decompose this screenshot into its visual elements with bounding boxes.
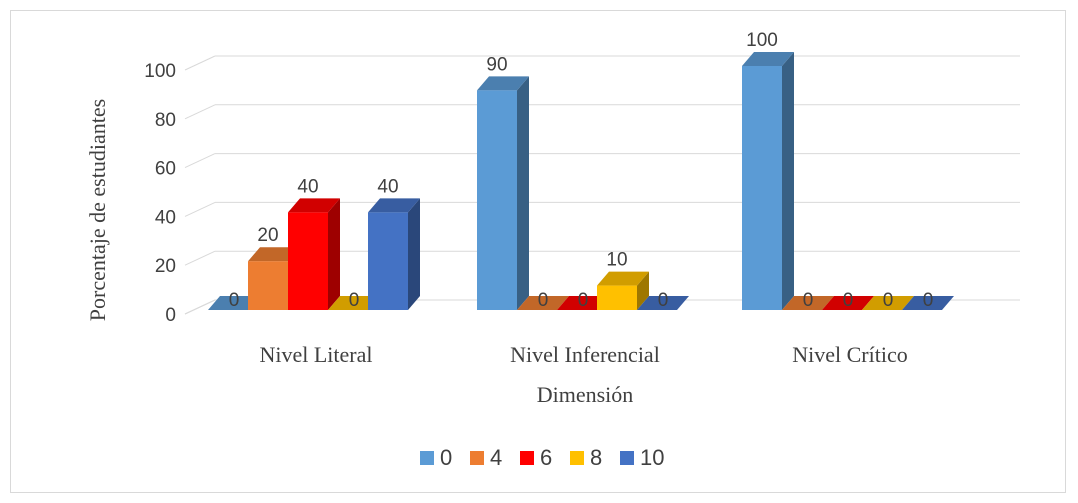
data-label: 40 — [377, 176, 398, 197]
bar-top — [208, 296, 260, 310]
bar-top — [288, 198, 340, 213]
legend-swatch — [470, 451, 484, 465]
bar-side — [782, 52, 794, 310]
bar — [368, 198, 420, 310]
bar — [517, 296, 569, 310]
y-tick-label: 0 — [165, 305, 176, 326]
gridline-diagonal — [184, 201, 216, 217]
bar — [208, 296, 260, 310]
bar-side — [328, 198, 340, 310]
legend-label: 10 — [640, 445, 664, 470]
bar-top — [557, 296, 609, 310]
data-label: 0 — [578, 290, 589, 311]
category-label: Nivel Inferencial — [510, 342, 660, 367]
bar-top — [742, 52, 794, 66]
bar-top — [328, 296, 380, 310]
bar-top — [597, 271, 649, 286]
gridline-diagonal — [184, 104, 216, 120]
gridline-diagonal — [184, 250, 216, 266]
bar-side — [408, 198, 420, 310]
bar — [637, 296, 689, 310]
bar-top — [902, 296, 954, 310]
legend-label: 8 — [590, 445, 602, 470]
data-label: 100 — [746, 30, 778, 51]
category-label: Nivel Crítico — [792, 342, 907, 367]
bar — [477, 76, 529, 311]
bar — [902, 296, 954, 310]
legend-swatch — [620, 451, 634, 465]
bar-front — [477, 90, 517, 311]
legend-swatch — [420, 451, 434, 465]
x-axis-title: Dimensión — [537, 382, 634, 407]
data-label: 90 — [486, 54, 507, 75]
data-label: 0 — [803, 290, 814, 311]
bar-top — [862, 296, 914, 310]
gridline-diagonal — [184, 55, 216, 71]
legend-swatch — [570, 451, 584, 465]
data-label: 0 — [229, 290, 240, 311]
bar — [328, 296, 380, 310]
legend-label: 4 — [490, 445, 502, 470]
y-axis-title: Porcentaje de estudiantes — [85, 99, 110, 321]
bar-side — [637, 271, 649, 310]
data-label: 10 — [606, 250, 627, 271]
bar-top — [477, 76, 529, 91]
y-tick-label: 60 — [155, 159, 176, 180]
bar-side — [517, 76, 529, 311]
legend-label: 6 — [540, 445, 552, 470]
bar-top — [822, 296, 874, 310]
bar-top — [517, 296, 569, 310]
bar-front — [742, 66, 782, 310]
bar-top — [637, 296, 689, 310]
data-label: 0 — [843, 290, 854, 311]
data-label: 0 — [658, 290, 669, 311]
y-tick-label: 100 — [144, 61, 176, 82]
y-tick-label: 20 — [155, 256, 176, 277]
data-label: 0 — [923, 290, 934, 311]
bar-top — [248, 247, 300, 262]
bar — [597, 271, 649, 310]
bar — [822, 296, 874, 310]
data-label: 0 — [538, 290, 549, 311]
bar-top — [368, 198, 420, 213]
category-label: Nivel Literal — [259, 342, 372, 367]
bar — [288, 198, 340, 310]
legend-swatch — [520, 451, 534, 465]
data-label: 40 — [297, 176, 318, 197]
bar-front — [288, 212, 328, 310]
gridline-diagonal — [184, 153, 216, 169]
bar-front — [368, 212, 408, 310]
legend-label: 0 — [440, 445, 452, 470]
gridline-diagonal — [184, 299, 216, 315]
y-tick-label: 80 — [155, 110, 176, 131]
bar — [862, 296, 914, 310]
data-label: 20 — [257, 225, 278, 246]
bar-front — [597, 285, 637, 310]
bar — [557, 296, 609, 310]
bar-front — [248, 261, 288, 310]
bar-top — [782, 296, 834, 310]
bar — [782, 296, 834, 310]
data-label: 0 — [349, 290, 360, 311]
y-tick-label: 40 — [155, 207, 176, 228]
bar — [742, 52, 794, 310]
data-label: 0 — [883, 290, 894, 311]
